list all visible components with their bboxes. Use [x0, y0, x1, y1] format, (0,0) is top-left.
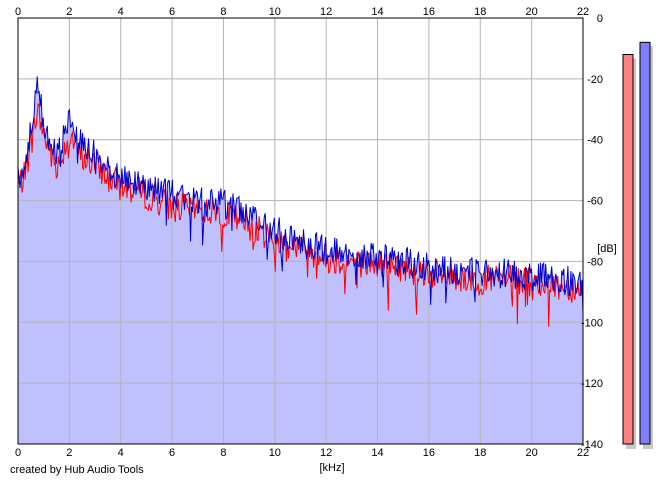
x-tick-label-bottom: 8	[220, 447, 226, 459]
series-line-1	[17, 102, 584, 327]
x-tick-label-bottom: 0	[15, 447, 21, 459]
y-axis-label: [dB]	[597, 243, 617, 255]
x-tick-label-top: 6	[169, 6, 175, 18]
x-tick-label-bottom: 4	[118, 447, 124, 459]
x-tick-label-bottom: 20	[526, 447, 538, 459]
plot-frame	[17, 17, 584, 445]
spectrum-fill	[18, 76, 583, 445]
x-tick-label-top: 4	[118, 6, 124, 18]
x-tick-label-bottom: 2	[66, 447, 72, 459]
x-tick-label-top: 2	[66, 6, 72, 18]
axis-tick-labels: 002244668810101212141416161818202022220-…	[15, 6, 603, 459]
x-tick-label-top: 20	[526, 6, 538, 18]
y-tick-label: -40	[587, 135, 603, 147]
y-tick-label: -120	[581, 378, 603, 390]
y-tick-label: -80	[587, 256, 603, 268]
x-tick-label-bottom: 18	[474, 447, 486, 459]
x-tick-label-bottom: 10	[269, 447, 281, 459]
x-tick-label-top: 12	[320, 6, 332, 18]
spectrum-fill-area	[18, 76, 583, 445]
x-tick-label-top: 8	[220, 6, 226, 18]
level-meters	[622, 41, 653, 450]
spectrum-lines	[17, 76, 584, 327]
x-tick-label-bottom: 6	[169, 447, 175, 459]
y-tick-label: -100	[581, 317, 603, 329]
x-tick-label-top: 18	[474, 6, 486, 18]
y-tick-label: -20	[587, 74, 603, 86]
credit-text: created by Hub Audio Tools	[10, 464, 144, 476]
series-line-2	[17, 76, 584, 314]
x-tick-label-bottom: 14	[371, 447, 383, 459]
x-tick-label-bottom: 16	[423, 447, 435, 459]
y-tick-label: 0	[597, 13, 603, 25]
x-tick-label-top: 10	[269, 6, 281, 18]
x-tick-label-top: 22	[577, 6, 589, 18]
x-tick-label-bottom: 12	[320, 447, 332, 459]
level-meter-2	[639, 41, 651, 445]
x-tick-label-bottom: 22	[577, 447, 589, 459]
x-tick-label-top: 0	[15, 6, 21, 18]
x-tick-label-top: 14	[371, 6, 383, 18]
y-tick-label: -60	[587, 196, 603, 208]
level-meter-1	[622, 54, 634, 445]
x-tick-label-top: 16	[423, 6, 435, 18]
x-axis-label: [kHz]	[319, 462, 344, 474]
y-tick-label: -140	[581, 439, 603, 451]
